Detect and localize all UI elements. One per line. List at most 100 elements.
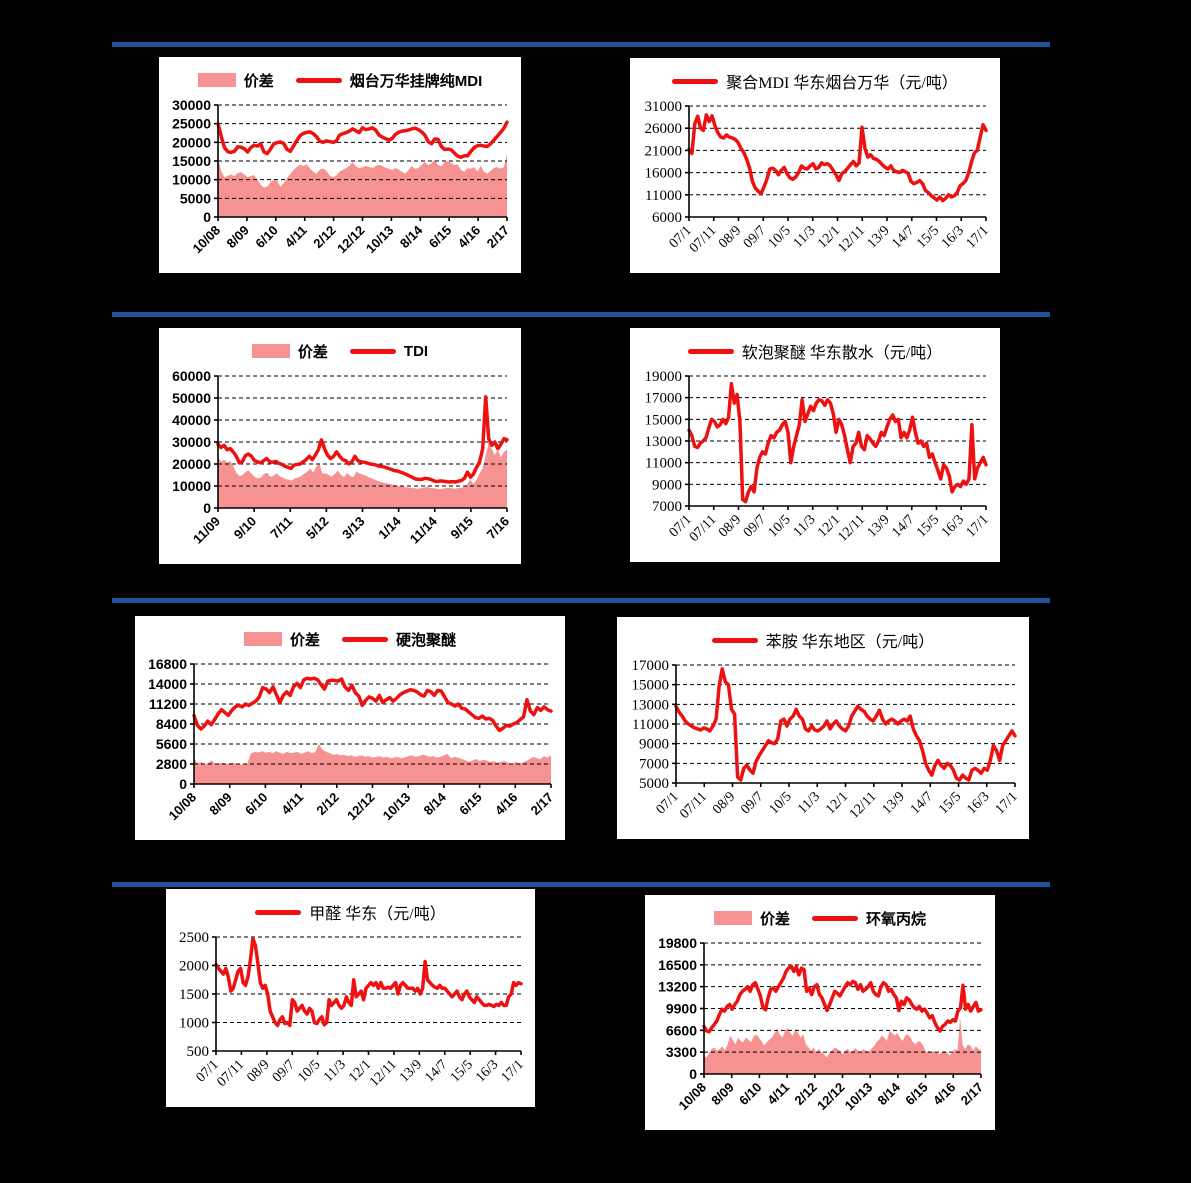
legend-label: 价差	[297, 343, 328, 361]
chart-canvas: 0 10000 20000 30000 40000 50000 60000 11/09 9/10…	[172, 368, 512, 547]
x-tick-label: 4/16	[930, 1080, 959, 1109]
x-tick-label: 6/15	[456, 790, 485, 819]
y-tick-label: 6000	[652, 210, 682, 226]
x-tick-label: 10/08	[166, 790, 200, 824]
chart-legend: 价差 TDI	[159, 328, 521, 368]
x-tick-label: 6/10	[252, 223, 281, 252]
x-tick-label: 10/08	[190, 223, 224, 257]
x-tick-label: 10/5	[766, 223, 794, 251]
legend-item: 环氧丙烷	[812, 908, 926, 929]
section-divider	[112, 312, 1050, 317]
x-tick-label: 12/12	[344, 790, 378, 824]
legend-item: 价差	[197, 70, 274, 91]
x-tick-label: 11/14	[407, 513, 441, 547]
y-tick-label: 5000	[180, 190, 211, 206]
x-tick-label: 2/17	[528, 790, 557, 819]
y-tick-label: 0	[203, 500, 211, 516]
x-tick-label: 07/11	[214, 1057, 247, 1090]
chart-box-aniline: 苯胺 华东地区（元/吨） 5000 7000 9000 11000 13000 15000 1…	[617, 617, 1029, 839]
x-tick-label: 2/17	[484, 223, 513, 252]
x-tick-label: 12/12	[814, 1080, 848, 1114]
legend-line-swatch	[342, 636, 388, 642]
x-tick-label: 10/5	[766, 512, 794, 540]
legend-line-swatch	[349, 348, 396, 354]
x-tick-label: 07/11	[677, 789, 710, 822]
y-tick-label: 13000	[632, 697, 670, 713]
chart-legend: 价差 环氧丙烷	[645, 895, 995, 935]
legend-label: 价差	[243, 72, 274, 90]
series-line	[674, 667, 1017, 782]
legend-line-swatch	[672, 78, 719, 84]
x-tick-label: 12/12	[334, 223, 368, 257]
x-tick-label: 13/9	[880, 789, 908, 817]
legend-label: 烟台万华挂牌纯MDI	[349, 72, 483, 90]
legend-item: 价差	[251, 341, 328, 362]
y-tick-label: 2000	[179, 959, 209, 975]
y-tick-label: 60000	[172, 368, 211, 384]
y-tick-label: 50000	[172, 390, 211, 406]
x-tick-label: 11/3	[791, 223, 819, 251]
legend-label: 环氧丙烷	[866, 910, 927, 928]
x-tick-label: 4/11	[282, 223, 310, 251]
section-divider	[112, 42, 1050, 47]
x-tick-label: 16/3	[473, 1057, 501, 1085]
series-line	[702, 964, 983, 1034]
series-area	[218, 443, 507, 508]
y-tick-label: 11200	[149, 696, 187, 712]
y-tick-label: 1000	[179, 1016, 209, 1032]
x-tick-label: 08/9	[716, 223, 744, 251]
x-tick-label: 15/5	[448, 1057, 476, 1085]
chart-box-poly-mdi: 聚合MDI 华东烟台万华（元/吨） 6000 11000 16000 21000 2600…	[630, 58, 1000, 273]
y-tick-label: 40000	[172, 412, 211, 428]
x-tick-label: 4/11	[278, 790, 306, 818]
x-tick-label: 09/7	[738, 789, 766, 817]
x-tick-label: 8/09	[206, 790, 235, 819]
chart-legend: 苯胺 华东地区（元/吨）	[617, 617, 1029, 657]
x-tick-label: 9/10	[231, 514, 260, 543]
x-tick-label: 8/09	[224, 223, 253, 252]
x-tick-label: 15/5	[914, 223, 942, 251]
chart-canvas: 6000110001600021000260003100007/107/1108…	[645, 99, 992, 256]
x-tick-label: 13/9	[865, 512, 893, 540]
y-tick-label: 11000	[645, 188, 682, 204]
x-tick-label: 14/7	[422, 1057, 450, 1085]
x-tick-label: 09/7	[741, 223, 769, 251]
x-tick-label: 7/11	[267, 514, 295, 542]
chart-box-pure-mdi: 价差 烟台万华挂牌纯MDI 0 5000 10000 15000 20000 25000 300…	[159, 57, 521, 273]
x-tick-label: 2/17	[958, 1080, 987, 1109]
y-tick-label: 0	[179, 776, 187, 792]
y-tick-label: 30000	[172, 434, 211, 450]
y-tick-label: 17000	[632, 658, 670, 674]
x-tick-label: 17/1	[499, 1057, 527, 1085]
chart-plot-area: 0 5000 10000 15000 20000 25000 30000 10/08 8/09 6…	[159, 97, 521, 273]
y-tick-label: 30000	[172, 97, 211, 113]
x-tick-label: 07/1	[654, 789, 682, 817]
legend-line-swatch	[255, 909, 302, 915]
legend-item: 甲醛 华东（元/吨）	[255, 900, 446, 924]
y-tick-label: 0	[689, 1066, 697, 1082]
series-line	[687, 381, 988, 504]
y-tick-label: 9000	[639, 737, 669, 753]
y-tick-label: 20000	[172, 134, 211, 150]
series-area	[704, 1017, 981, 1074]
chart-box-tdi: 价差 TDI 0 10000 20000 30000 40000 50000 60000 11/0…	[159, 328, 521, 564]
x-tick-label: 09/7	[741, 512, 769, 540]
x-tick-label: 08/9	[716, 512, 744, 540]
legend-area-swatch	[197, 73, 236, 87]
x-tick-label: 6/10	[736, 1080, 765, 1109]
section-divider	[112, 882, 1050, 887]
x-tick-label: 07/11	[687, 223, 720, 256]
x-tick-label: 6/15	[902, 1080, 931, 1109]
series-line	[216, 120, 509, 160]
legend-item: 硬泡聚醚	[342, 629, 456, 650]
x-tick-label: 17/1	[993, 789, 1021, 817]
y-tick-label: 15000	[172, 153, 211, 169]
legend-label: 甲醛 华东（元/吨）	[309, 906, 446, 923]
y-tick-label: 16500	[658, 957, 697, 973]
x-tick-label: 14/7	[889, 223, 917, 251]
y-tick-label: 7000	[652, 499, 682, 515]
legend-label: TDI	[403, 342, 429, 360]
x-tick-label: 6/10	[242, 790, 271, 819]
x-tick-label: 10/5	[295, 1057, 323, 1085]
